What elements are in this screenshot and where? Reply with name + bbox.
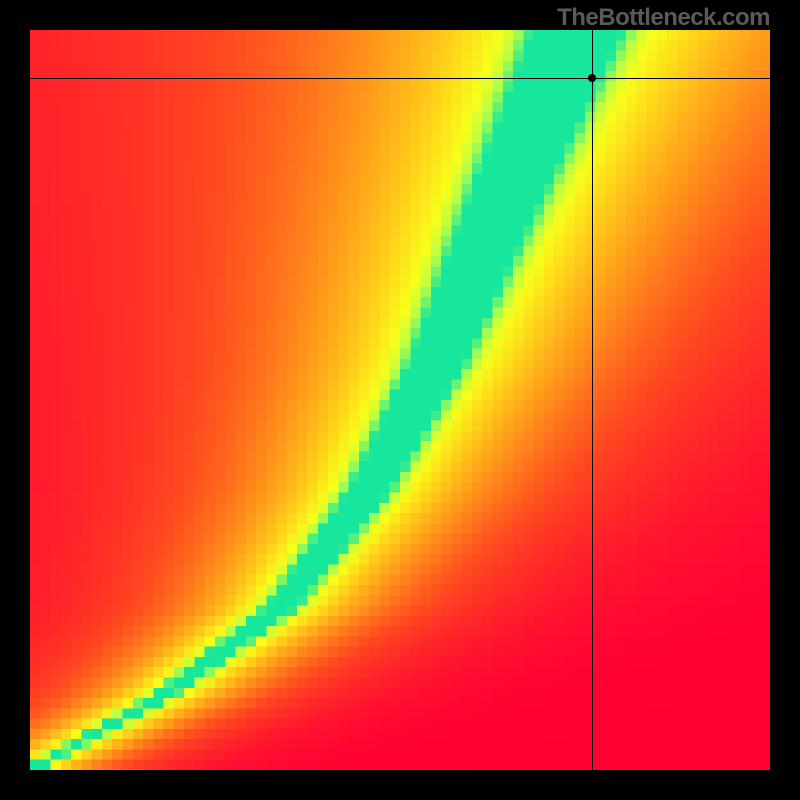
watermark-text: TheBottleneck.com [557, 4, 770, 32]
chart-container: TheBottleneck.com [0, 0, 800, 800]
heatmap-plot [30, 30, 770, 770]
heatmap-canvas [30, 30, 770, 770]
crosshair-horizontal [30, 78, 770, 79]
crosshair-marker [588, 74, 596, 82]
crosshair-vertical [592, 30, 593, 770]
